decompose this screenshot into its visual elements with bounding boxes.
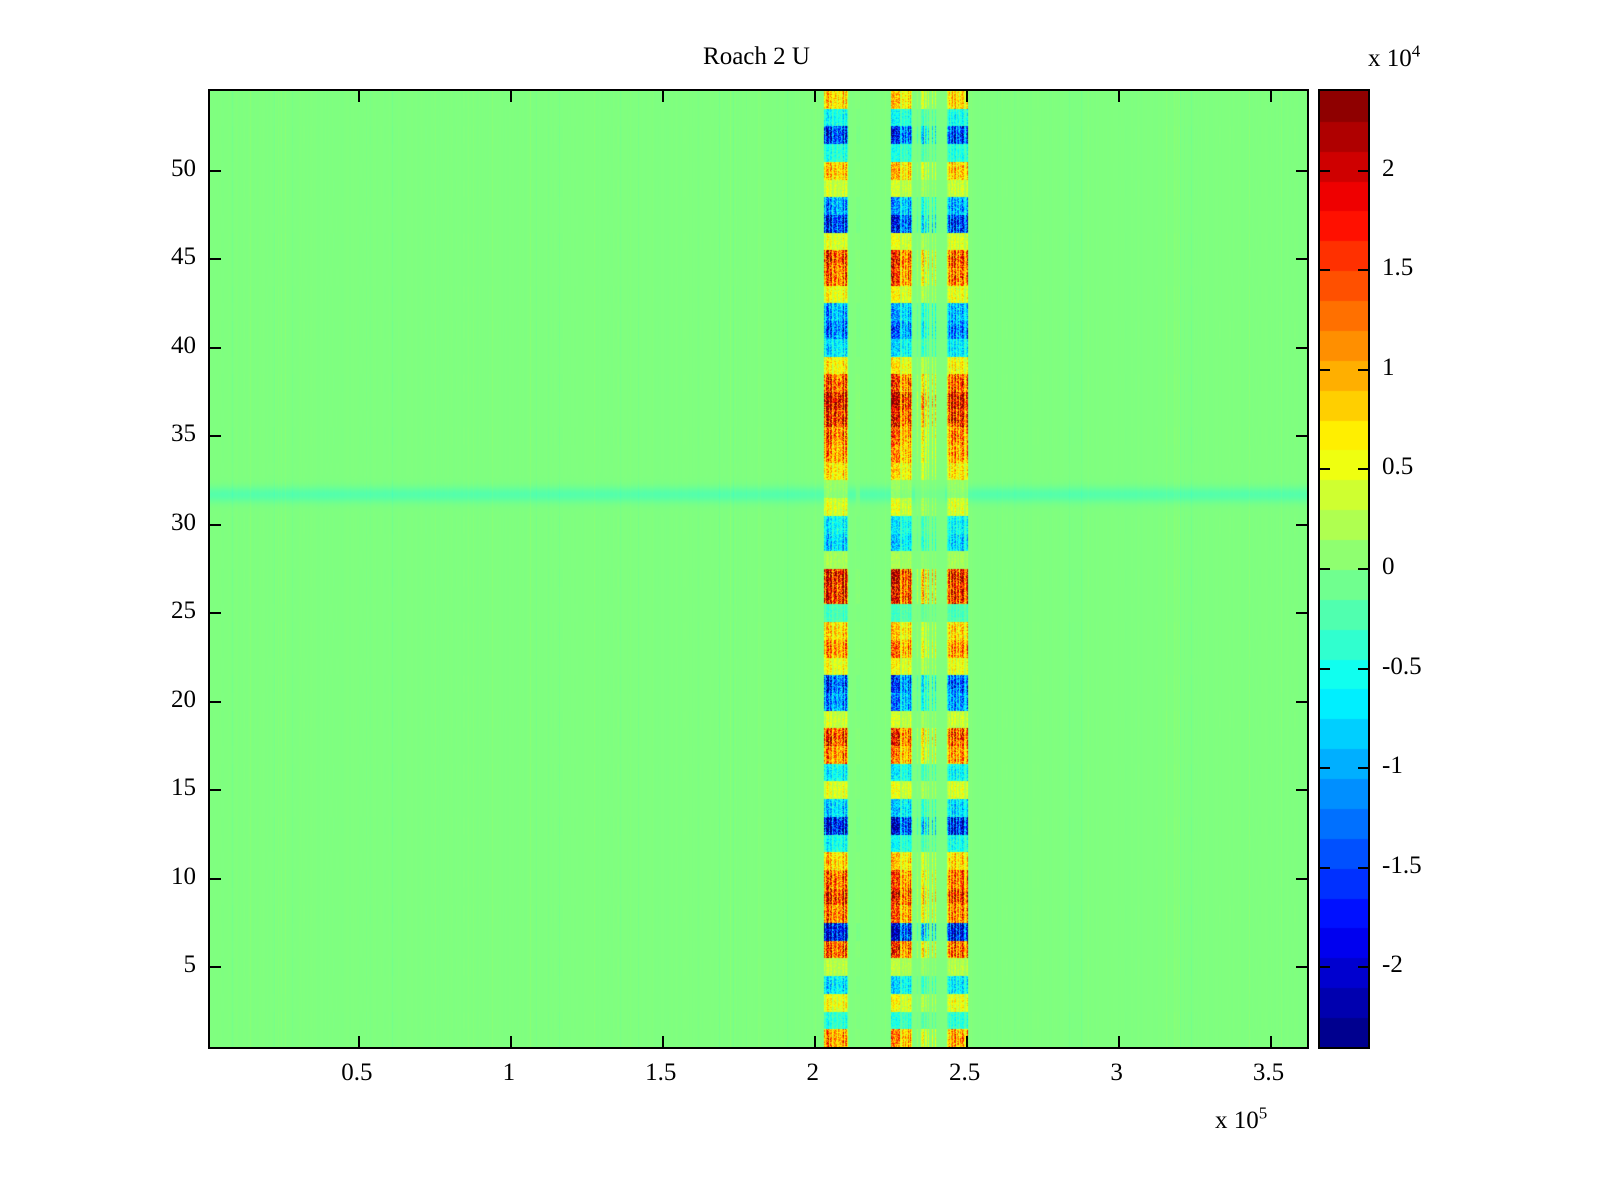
colorbar-exponent-base: x 10: [1368, 45, 1412, 72]
x-tick-mark: [1269, 1036, 1272, 1047]
x-tick-mark: [965, 91, 968, 102]
x-exponent-power: 5: [1258, 1103, 1268, 1123]
colorbar-tick-label: 1.5: [1382, 254, 1414, 282]
x-exponent-base: x 10: [1215, 1107, 1259, 1134]
colorbar-tick-mark: [1320, 269, 1330, 272]
x-tick-mark: [357, 1036, 360, 1047]
x-tick-mark: [813, 91, 816, 102]
y-tick-label: 50: [171, 154, 196, 182]
x-tick-label: 2: [806, 1059, 819, 1086]
colorbar-tick-mark: [1320, 468, 1330, 471]
x-tick-mark: [661, 91, 664, 102]
page-title: Roach 2 U: [703, 43, 810, 70]
colorbar-tick-mark: [1358, 767, 1368, 770]
x-tick-mark: [1117, 1036, 1120, 1047]
y-tick-label: 5: [183, 951, 197, 979]
heatmap-image[interactable]: [210, 91, 1307, 1047]
colorbar-tick-label: 1: [1382, 353, 1395, 381]
colorbar-tick-mark: [1320, 368, 1330, 371]
colorbar-tick-mark: [1358, 368, 1368, 371]
y-tick-label: 25: [171, 597, 196, 625]
x-tick-mark: [1269, 91, 1272, 102]
colorbar-tick-mark: [1320, 667, 1330, 670]
x-tick-label: 0.5: [341, 1059, 373, 1086]
colorbar-tick-mark: [1320, 169, 1330, 172]
y-tick-mark: [210, 877, 221, 880]
y-tick-mark: [210, 258, 221, 261]
y-tick-mark: [1296, 346, 1307, 349]
colorbar-tick-mark: [1358, 269, 1368, 272]
y-tick-mark: [210, 789, 221, 792]
y-tick-mark: [1296, 700, 1307, 703]
colorbar-tick-label: 2: [1382, 154, 1395, 182]
x-axis-exponent-label: x 105: [1215, 1103, 1268, 1135]
colorbar-exponent-label: x 104: [1368, 41, 1421, 73]
colorbar-tick-mark: [1358, 667, 1368, 670]
x-tick-label: 2.5: [949, 1059, 981, 1086]
y-tick-mark: [210, 612, 221, 615]
colorbar-tick-mark: [1358, 169, 1368, 172]
y-tick-mark: [1296, 523, 1307, 526]
y-tick-mark: [1296, 435, 1307, 438]
y-tick-mark: [210, 700, 221, 703]
colorbar[interactable]: [1318, 89, 1370, 1049]
y-tick-mark: [1296, 169, 1307, 172]
colorbar-tick-label: -1: [1382, 752, 1403, 780]
y-tick-mark: [210, 169, 221, 172]
colorbar-tick-mark: [1320, 866, 1330, 869]
colorbar-tick-label: -2: [1382, 951, 1403, 979]
colorbar-tick-mark: [1320, 767, 1330, 770]
colorbar-tick-label: -1.5: [1382, 851, 1422, 879]
y-tick-mark: [1296, 258, 1307, 261]
colorbar-tick-label: 0.5: [1382, 453, 1414, 481]
y-tick-label: 45: [171, 243, 196, 271]
x-tick-label: 3: [1110, 1059, 1123, 1086]
x-tick-mark: [509, 1036, 512, 1047]
y-tick-mark: [210, 966, 221, 969]
colorbar-tick-mark: [1320, 966, 1330, 969]
y-tick-mark: [1296, 789, 1307, 792]
colorbar-tick-mark: [1358, 568, 1368, 570]
x-tick-mark: [813, 1036, 816, 1047]
x-tick-mark: [661, 1036, 664, 1047]
y-tick-label: 10: [171, 862, 196, 890]
colorbar-tick-mark: [1358, 468, 1368, 471]
colorbar-tick-mark: [1320, 568, 1330, 570]
x-tick-mark: [965, 1036, 968, 1047]
y-tick-mark: [210, 346, 221, 349]
y-tick-mark: [1296, 877, 1307, 880]
colorbar-tick-label: -0.5: [1382, 652, 1422, 680]
y-tick-mark: [1296, 966, 1307, 969]
x-tick-label: 1.5: [645, 1059, 677, 1086]
heatmap-axes[interactable]: [208, 89, 1309, 1049]
x-tick-label: 1: [502, 1059, 516, 1086]
colorbar-tick-label: 0: [1382, 553, 1395, 580]
x-tick-mark: [357, 91, 360, 102]
x-tick-mark: [509, 91, 512, 102]
x-tick-label: 3.5: [1252, 1059, 1285, 1086]
colorbar-tick-mark: [1358, 966, 1368, 969]
colorbar-exponent-power: 4: [1411, 41, 1421, 61]
y-tick-mark: [1296, 612, 1307, 615]
y-tick-mark: [210, 523, 221, 526]
y-tick-mark: [210, 435, 221, 438]
y-tick-label: 20: [171, 685, 196, 713]
y-tick-label: 15: [171, 774, 196, 802]
y-tick-label: 30: [171, 508, 196, 536]
y-tick-label: 35: [171, 420, 196, 448]
colorbar-tick-mark: [1358, 866, 1368, 869]
y-tick-label: 40: [171, 331, 196, 359]
x-tick-mark: [1117, 91, 1120, 102]
